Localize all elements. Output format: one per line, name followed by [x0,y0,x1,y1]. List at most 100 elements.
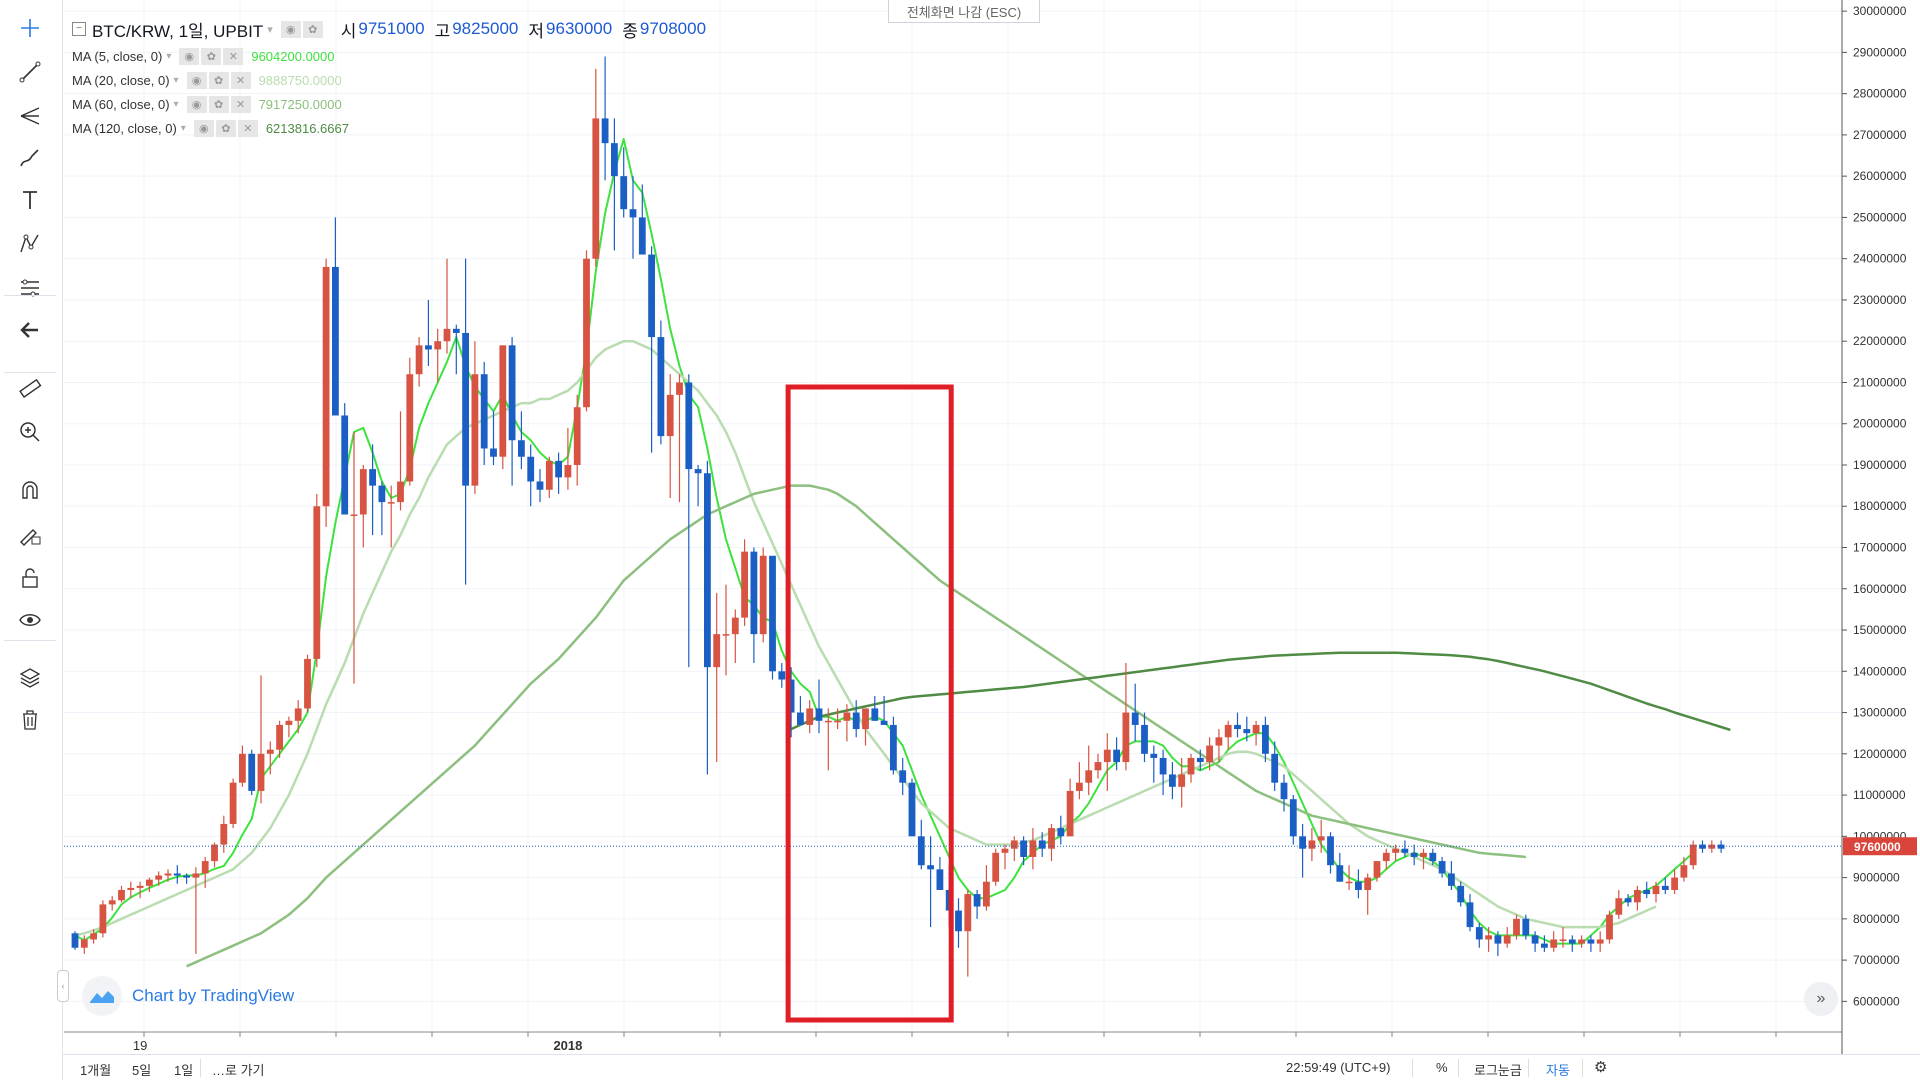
chevron-down-icon[interactable]: ▾ [180,122,186,134]
price-tick-label: 13000000 [1853,706,1907,720]
price-tick-label: 18000000 [1853,499,1907,513]
candle [555,452,562,494]
candle [518,411,525,470]
chevron-down-icon[interactable]: ▾ [173,98,179,110]
unlock-icon[interactable] [10,560,50,596]
scroll-to-realtime-button[interactable]: » [1804,982,1838,1016]
candle [880,696,888,725]
candle [1010,836,1018,862]
candle [1076,762,1083,800]
trend-line-icon[interactable] [10,54,50,90]
chevron-down-icon[interactable]: ▾ [173,74,179,86]
trash-icon[interactable] [10,702,50,738]
price-tick-label: 20000000 [1853,417,1907,431]
gear-icon[interactable]: ✿ [302,20,323,38]
candle [1615,889,1623,919]
chevron-down-icon[interactable]: ▾ [166,50,172,62]
candle [276,720,283,758]
candle [1187,753,1195,783]
brush-icon[interactable] [10,140,50,176]
gear-icon[interactable]: ✿ [215,119,236,137]
candle [1503,927,1511,948]
candle [992,848,1000,886]
close-icon[interactable]: ✕ [223,47,244,65]
ma-line [790,651,1731,732]
gear-icon[interactable]: ⚙ [1594,1059,1608,1076]
eye-icon[interactable]: ◉ [186,71,207,89]
pitchfork-icon[interactable] [10,98,50,134]
highlight-box [785,384,954,1023]
eye-icon[interactable]: ◉ [193,119,214,137]
ma-legend-row[interactable]: MA (20, close, 0) ▾ ◉ ✿ ✕ 9888750.0000 [72,68,706,92]
ma-label: MA (60, close, 0) [72,96,170,112]
goto-date-button[interactable]: …로 가기 [212,1063,265,1078]
magnet-icon[interactable] [10,472,50,508]
close-icon[interactable]: ✕ [237,119,258,137]
candle [1382,848,1390,870]
candle [1410,844,1418,866]
candle [564,427,572,490]
percent-scale-toggle[interactable]: % [1436,1060,1448,1075]
candle [890,716,897,775]
eye-icon[interactable]: ◉ [186,95,207,113]
ruler-icon[interactable] [10,370,50,406]
candle [1643,881,1651,899]
candlestick-chart[interactable]: 19 2018 600000070000008000000900000010000… [64,0,1920,1054]
ma-buttons: ◉ ✿ ✕ [186,95,251,113]
eye-icon[interactable]: ◉ [179,47,200,65]
range-1-month-button[interactable]: 1개월 [80,1063,112,1078]
candle [750,547,758,664]
close-icon[interactable]: ✕ [230,71,251,89]
collapse-icon[interactable]: − [72,22,86,36]
gear-icon[interactable]: ✿ [201,47,222,65]
log-scale-toggle[interactable]: 로그눈금 [1474,1063,1522,1078]
candle [499,345,507,470]
candle [1113,737,1120,771]
candle [1289,795,1297,845]
price-axis-bg [1842,0,1920,1054]
candle [257,675,265,804]
candle [490,411,497,465]
ma-legend-row[interactable]: MA (60, close, 0) ▾ ◉ ✿ ✕ 7917250.0000 [72,92,706,116]
prediction-icon[interactable] [10,270,50,306]
clock-timezone[interactable]: 22:59:49 (UTC+9) [1286,1060,1391,1075]
candle [508,337,516,486]
text-icon[interactable] [10,182,50,218]
ma-value: 9604200.0000 [251,48,335,64]
ma-label: MA (5, close, 0) [72,48,163,64]
candle [108,896,116,911]
pattern-icon[interactable] [10,226,50,262]
lock-drawing-icon[interactable] [10,516,50,552]
crosshair-icon[interactable] [10,10,50,46]
chevron-down-icon[interactable]: ▾ [267,23,273,36]
symbol-title[interactable]: BTC/KRW, 1일, UPBIT [92,21,264,41]
ma-value: 7917250.0000 [258,96,342,112]
eye-icon[interactable] [10,602,50,638]
zoom-in-icon[interactable] [10,414,50,450]
candle [1196,749,1204,771]
close-icon[interactable]: ✕ [230,95,251,113]
auto-scale-toggle[interactable]: 자동 [1546,1063,1570,1078]
back-arrow-icon[interactable] [10,312,50,348]
eye-icon[interactable]: ◉ [280,20,301,38]
candle [397,411,404,511]
range-5-day-button[interactable]: 5일 [132,1063,152,1078]
price-tick-label: 6000000 [1853,994,1900,1008]
gear-icon[interactable]: ✿ [208,71,229,89]
layers-icon[interactable] [10,660,50,696]
last-price-label: 9760000 [1843,837,1917,856]
candle [71,931,79,950]
candle [871,696,879,721]
range-1-day-button[interactable]: 1일 [174,1063,194,1078]
gear-icon[interactable]: ✿ [208,95,229,113]
ma-legend-row[interactable]: MA (120, close, 0) ▾ ◉ ✿ ✕ 6213816.6667 [72,116,706,140]
candle [220,815,228,853]
left-collapse-handle[interactable]: ‹ [57,970,69,1002]
ma-legend-row[interactable]: MA (5, close, 0) ▾ ◉ ✿ ✕ 9604200.0000 [72,44,706,68]
exit-fullscreen-button[interactable]: 전체화면 나감 (ESC) [888,0,1040,23]
candle [1243,716,1251,742]
low-value: 9630000 [546,19,613,38]
tradingview-watermark[interactable]: Chart by TradingView [82,976,294,1016]
candle [1373,861,1381,882]
divider [200,1059,201,1077]
